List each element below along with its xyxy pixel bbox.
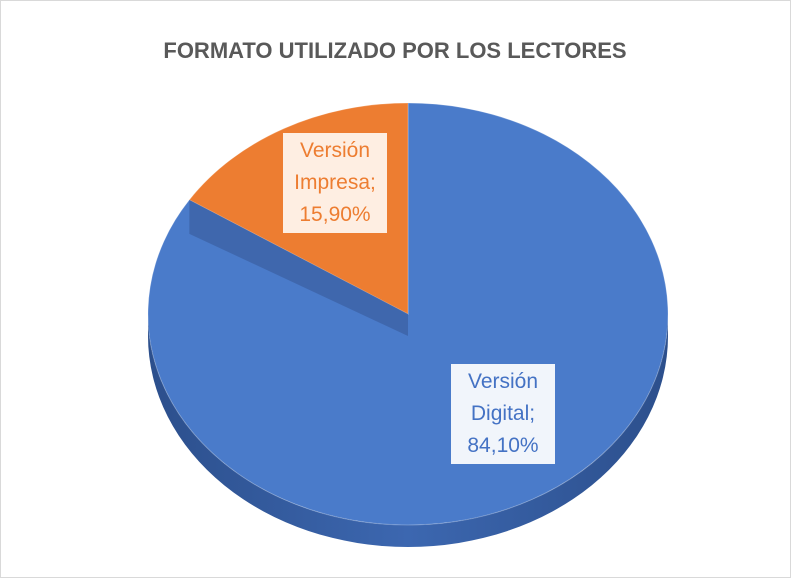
category-name: Versión Impresa bbox=[294, 139, 371, 194]
category-name: Versión Digital bbox=[467, 370, 539, 425]
data-label: Versión Impresa; 15,90% bbox=[283, 133, 387, 233]
value-label: 84,10% bbox=[467, 434, 539, 457]
pie-inner-wall bbox=[189, 199, 408, 336]
label-separator: ; bbox=[370, 171, 376, 194]
value-label: 15,90% bbox=[299, 203, 371, 226]
data-label: Versión Digital; 84,10% bbox=[451, 364, 555, 464]
label-separator: ; bbox=[529, 402, 536, 425]
chart-title: FORMATO UTILIZADO POR LOS LECTORES bbox=[163, 38, 626, 63]
